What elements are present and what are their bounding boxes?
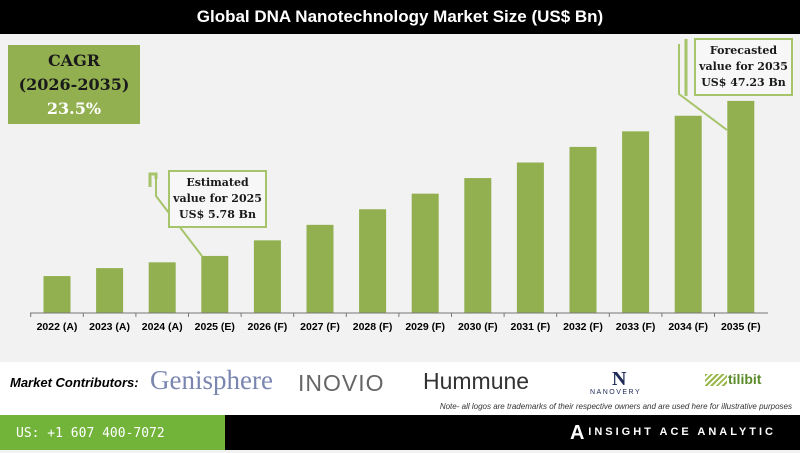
- bar-2024: [148, 262, 176, 313]
- callout-text: Estimated: [186, 176, 249, 189]
- bar-2028: [359, 209, 387, 313]
- trademark-note: Note- all logos are trademarks of their …: [439, 402, 792, 411]
- tilibit-logo: tilibit: [728, 371, 762, 387]
- bar-2022: [43, 276, 71, 313]
- x-tick-label: 2035 (F): [721, 321, 761, 333]
- bar-2029: [411, 193, 439, 313]
- chart-title: Global DNA Nanotechnology Market Size (U…: [0, 0, 800, 34]
- callout-leader-2025: [155, 174, 203, 257]
- phone-number: US: +1 607 400-7072: [0, 415, 225, 450]
- x-tick-label: 2028 (F): [353, 321, 393, 333]
- callout-text: US$ 47.23 Bn: [701, 76, 786, 89]
- nanovery-logo: NANOVERY: [590, 389, 642, 396]
- bar-2030: [464, 178, 492, 313]
- x-tick-label: 2023 (A): [89, 321, 130, 333]
- brand-name: INSIGHT ACE ANALYTIC: [588, 426, 776, 438]
- callout-text: value for 2035: [699, 60, 788, 73]
- callout-leader-2035: [678, 44, 728, 131]
- x-tick-label: 2025 (E): [195, 321, 235, 333]
- x-tick-label: 2032 (F): [563, 321, 603, 333]
- bar-2023: [96, 268, 124, 313]
- estimated-callout: Estimated value for 2025 US$ 5.78 Bn: [168, 170, 267, 228]
- cagr-period: (2026-2035): [18, 75, 130, 94]
- tilibit-logo-mark: [705, 374, 727, 386]
- nanovery-logo-mark: N: [612, 368, 627, 390]
- hummune-logo: Hummune: [423, 368, 530, 394]
- callout-text: US$ 5.78 Bn: [179, 208, 256, 221]
- cagr-label: CAGR: [47, 51, 101, 70]
- bar-2027: [306, 224, 334, 313]
- x-tick-label: 2034 (F): [668, 321, 708, 333]
- footer: US: +1 607 400-7072 A INSIGHT ACE ANALYT…: [0, 415, 800, 450]
- callout-text: value for 2025: [173, 192, 262, 205]
- inovio-logo: INOVIO: [298, 370, 385, 396]
- x-tick-label: 2030 (F): [458, 321, 498, 333]
- bar-2025: [201, 255, 229, 313]
- x-tick-label: 2027 (F): [300, 321, 340, 333]
- bar-2033: [622, 131, 650, 313]
- cagr-value: 23.5%: [46, 99, 102, 118]
- x-tick-label: 2031 (F): [511, 321, 551, 333]
- x-tick-label: 2022 (A): [37, 321, 78, 333]
- bar-2026: [253, 240, 281, 313]
- bar-chart: 2022 (A) 2023 (A) 2024 (A) 2025 (E) 2026 (F)…: [30, 39, 768, 333]
- contributors-strip: Market Contributors: Genisphere INOVIO H…: [0, 362, 800, 415]
- bar-2035: [727, 100, 755, 314]
- callout-text: Forecasted: [709, 44, 778, 57]
- cagr-box: CAGR (2026-2035) 23.5%: [8, 45, 140, 124]
- genisphere-logo: Genisphere: [150, 365, 273, 395]
- forecasted-callout: Forecasted value for 2035 US$ 47.23 Bn: [694, 38, 793, 96]
- x-tick-label: 2026 (F): [248, 321, 288, 333]
- bar-2034: [674, 115, 702, 313]
- x-tick-label: 2029 (F): [405, 321, 445, 333]
- bar-2032: [569, 146, 597, 313]
- x-tick-label: 2024 (A): [142, 321, 183, 333]
- bar-2031: [516, 162, 544, 313]
- brand-logo-icon: A: [570, 422, 585, 444]
- contributors-label: Market Contributors:: [10, 375, 139, 390]
- x-tick-label: 2033 (F): [616, 321, 656, 333]
